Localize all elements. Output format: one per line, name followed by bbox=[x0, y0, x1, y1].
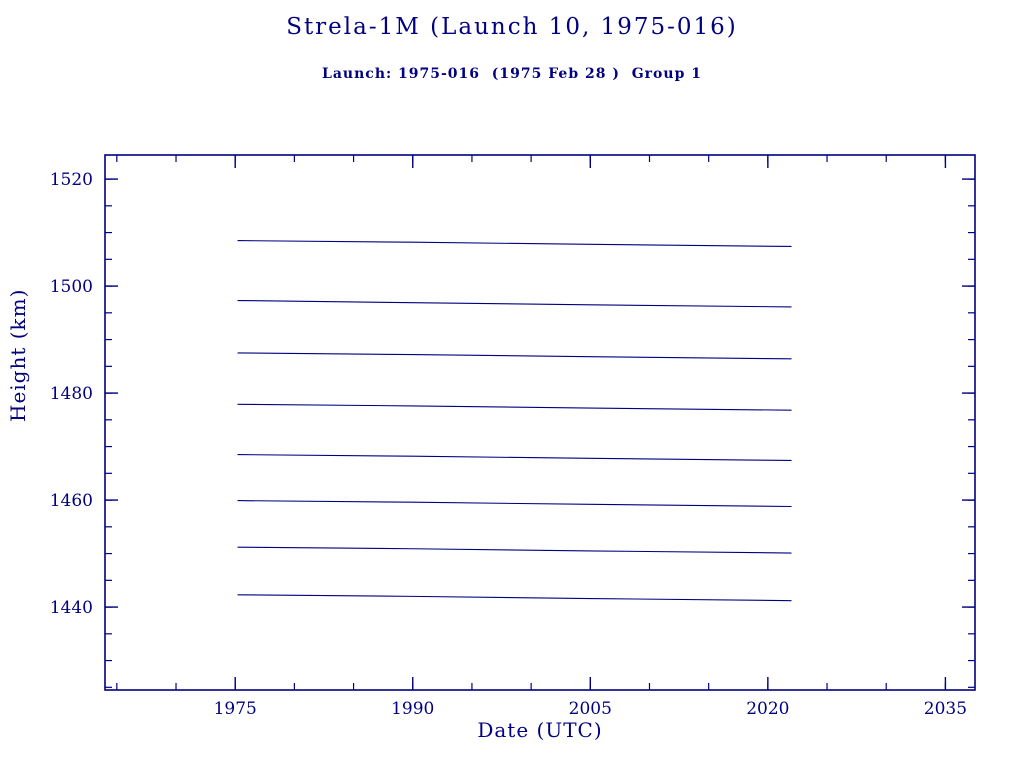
y-tick-label: 1520 bbox=[50, 170, 93, 190]
x-tick-label: 2035 bbox=[924, 699, 967, 719]
x-tick-label: 2020 bbox=[746, 699, 789, 719]
chart-title: Strela-1M (Launch 10, 1975-016) bbox=[286, 14, 738, 40]
plot-frame bbox=[104, 154, 976, 691]
chart-subtitle: Launch: 1975-016 (1975 Feb 28 ) Group 1 bbox=[322, 66, 702, 82]
series-line-sat-6 bbox=[237, 500, 792, 508]
series-line-sat-2 bbox=[237, 299, 792, 308]
series-line-sat-4 bbox=[237, 403, 792, 411]
series-line-sat-8 bbox=[237, 594, 792, 602]
x-tick-label: 1990 bbox=[391, 699, 434, 719]
y-tick-label: 1480 bbox=[50, 384, 93, 404]
series-line-sat-7 bbox=[237, 546, 792, 554]
x-tick-label: 2005 bbox=[569, 699, 612, 719]
series-line-sat-3 bbox=[237, 352, 792, 360]
series-line-sat-5 bbox=[237, 454, 792, 462]
x-axis-label: Date (UTC) bbox=[477, 718, 603, 742]
series-line-sat-1 bbox=[237, 240, 792, 248]
x-tick-label: 1975 bbox=[214, 699, 257, 719]
y-tick-label: 1440 bbox=[50, 598, 93, 618]
y-tick-label: 1500 bbox=[50, 277, 93, 297]
y-tick-label: 1460 bbox=[50, 491, 93, 511]
